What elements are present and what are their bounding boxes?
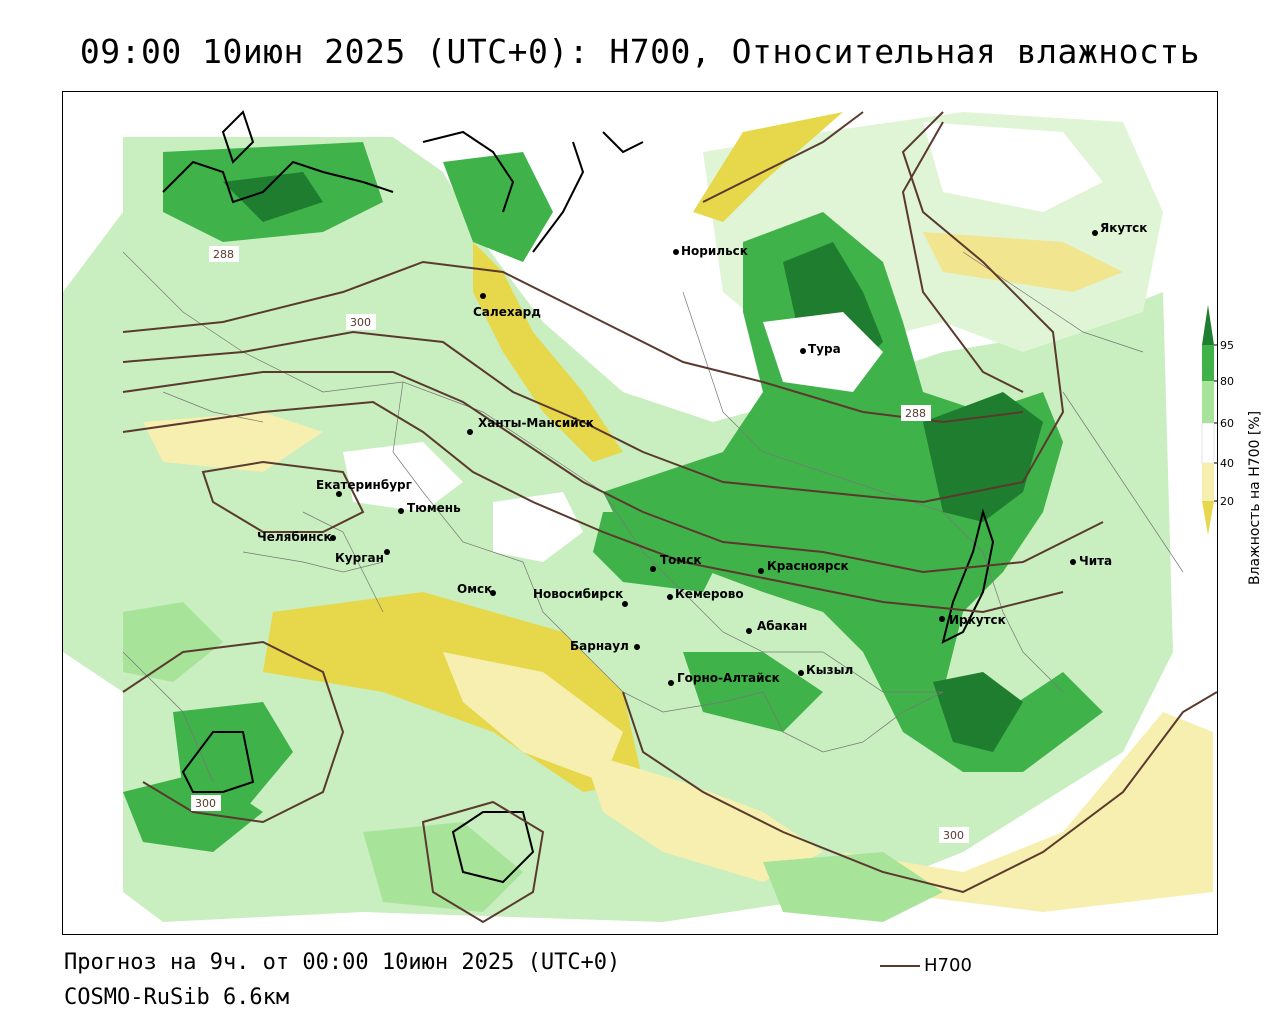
forecast-info: Прогноз на 9ч. от 00:00 10июн 2025 (UTC+… <box>64 950 621 975</box>
city-label-omsk: Омск <box>457 582 492 596</box>
city-dot <box>467 429 473 435</box>
city-dot <box>758 568 764 574</box>
legend-swatch-40 <box>1201 422 1215 464</box>
region-borders <box>122 251 1184 783</box>
city-label-khanty-mansiysk: Ханты-Мансийск <box>478 416 594 430</box>
city-label-barnaul: Барнаул <box>570 639 629 653</box>
city-label-abakan: Абакан <box>757 619 807 633</box>
contour-legend-label: H700 <box>924 955 972 976</box>
city-dot <box>634 644 640 650</box>
h700-isolines <box>122 111 1217 924</box>
city-label-chelyabinsk: Челябинск <box>257 530 332 544</box>
model-name: COSMO-RuSib 6.6км <box>64 985 290 1010</box>
legend-tick: 40 <box>1220 457 1234 470</box>
city-dot <box>668 680 674 686</box>
map-frame: 288 300 288 300 300 Норильск Якутск Сале… <box>62 91 1218 935</box>
city-markers: Норильск Якутск Салехард Тура Ханты-Манс… <box>257 221 1147 686</box>
legend-tick: 20 <box>1220 495 1234 508</box>
city-label-ekaterinburg: Екатеринбург <box>316 478 412 492</box>
legend-swatch-60 <box>1202 381 1214 423</box>
isoline-label: 288 <box>905 407 926 420</box>
legend-swatch-20 <box>1202 463 1214 501</box>
legend-title: Влажность на H700 [%] <box>1247 410 1263 585</box>
city-dot <box>622 601 628 607</box>
contour-line-swatch <box>880 964 920 967</box>
city-dot <box>336 491 342 497</box>
city-label-novosibirsk: Новосибирск <box>533 587 623 601</box>
city-dot <box>1092 230 1098 236</box>
city-dot <box>667 594 673 600</box>
city-label-tura: Тура <box>808 342 841 356</box>
city-label-salekhard: Салехард <box>473 305 541 319</box>
city-label-yakutsk: Якутск <box>1100 221 1147 235</box>
legend-swatch-95 <box>1202 305 1214 345</box>
isoline-label: 288 <box>213 248 234 261</box>
city-label-tomsk: Томск <box>660 553 702 567</box>
city-label-tyumen: Тюмень <box>407 501 461 515</box>
city-label-gorno-altaysk: Горно-Алтайск <box>677 671 780 685</box>
isoline-labels: 288 300 288 300 300 <box>191 246 969 843</box>
map-title: 09:00 10июн 2025 (UTC+0): H700, Относите… <box>79 32 1201 71</box>
city-dot <box>480 293 486 299</box>
city-dot <box>650 566 656 572</box>
city-dot <box>746 628 752 634</box>
isoline-label: 300 <box>943 829 964 842</box>
isoline-label: 300 <box>350 316 371 329</box>
map-canvas: 288 300 288 300 300 Норильск Якутск Сале… <box>63 110 1217 934</box>
city-label-norilsk: Норильск <box>681 244 748 258</box>
city-label-kemerovo: Кемерово <box>675 587 744 601</box>
city-label-krasnoyarsk: Красноярск <box>767 559 849 573</box>
city-label-kyzyl: Кызыл <box>806 663 853 677</box>
city-dot <box>939 616 945 622</box>
city-dot <box>330 535 336 541</box>
city-dot <box>798 670 804 676</box>
city-dot <box>673 249 679 255</box>
humidity-legend: 95 80 60 40 20 <box>1201 305 1234 535</box>
city-dot <box>384 549 390 555</box>
legend-tick: 80 <box>1220 375 1234 388</box>
contour-legend: H700 <box>880 955 972 976</box>
city-dot <box>1070 559 1076 565</box>
legend-tick: 95 <box>1220 339 1234 352</box>
city-dot <box>490 590 496 596</box>
legend-tick: 60 <box>1220 417 1234 430</box>
humidity-field <box>63 112 1217 934</box>
city-label-irkutsk: Иркутск <box>949 613 1006 627</box>
city-label-kurgan: Курган <box>335 551 384 565</box>
isoline-label: 300 <box>195 797 216 810</box>
city-dot <box>800 348 806 354</box>
city-label-chita: Чита <box>1079 554 1112 568</box>
legend-swatch-80 <box>1202 345 1214 381</box>
legend-swatch-0 <box>1202 501 1214 535</box>
coastlines <box>162 110 995 884</box>
city-dot <box>398 508 404 514</box>
